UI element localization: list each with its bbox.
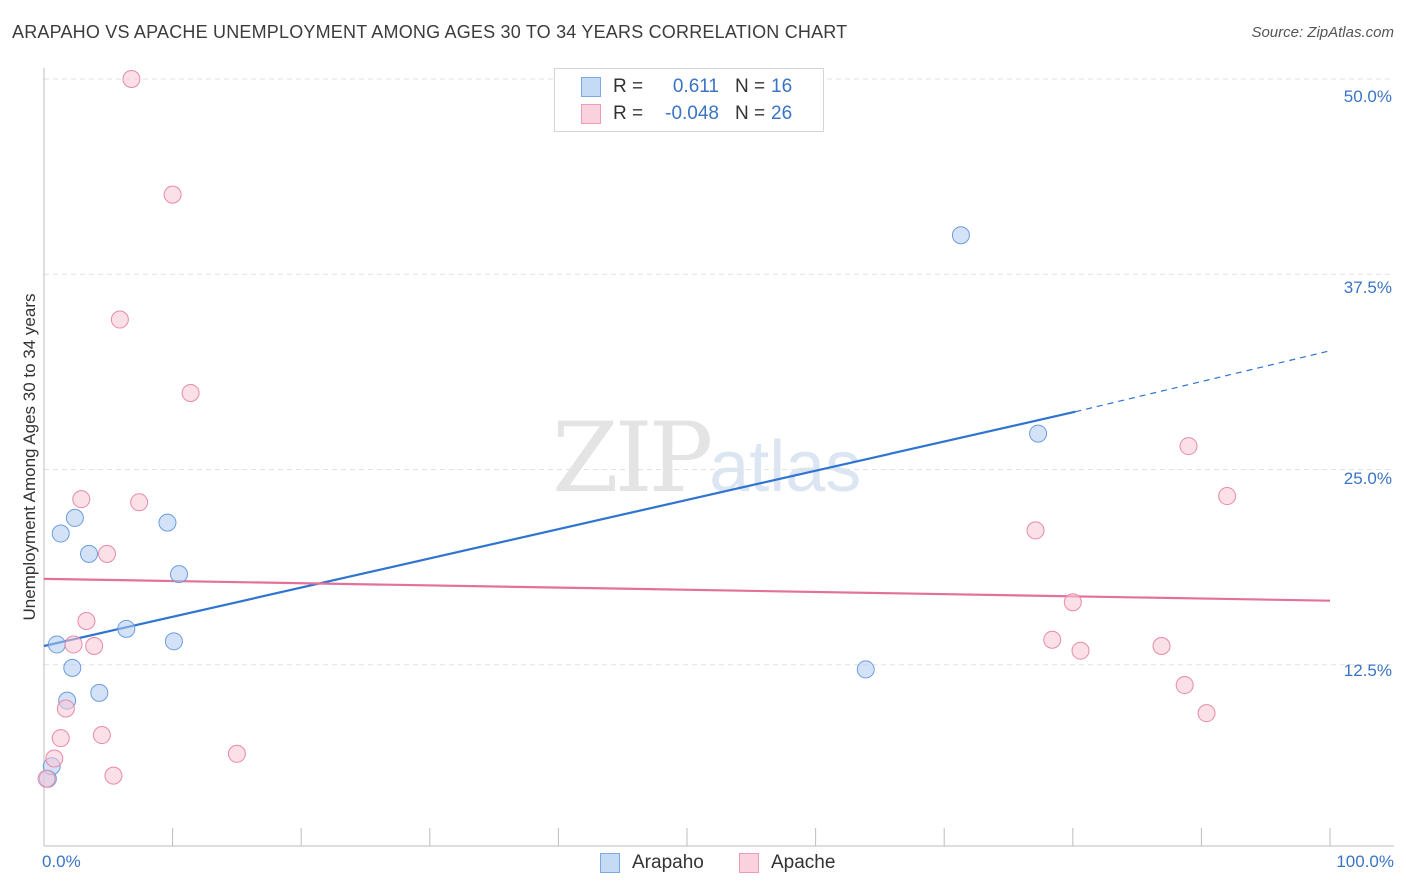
r-value: -0.048: [665, 103, 719, 124]
apache-point: [72, 490, 91, 509]
arapaho-trend-extension: [1075, 350, 1331, 413]
apache-point: [130, 493, 149, 512]
r-value: 0.611: [672, 76, 719, 97]
legend-row-apache: R = -0.048 N = 26: [555, 101, 823, 127]
apache-swatch: [739, 853, 759, 873]
apache-point: [163, 185, 182, 204]
apache-point: [1043, 630, 1062, 649]
gridlines: [44, 78, 1394, 666]
arapaho-point: [80, 544, 99, 563]
apache-point: [1175, 676, 1194, 695]
apache-trend-line: [43, 577, 1331, 602]
apache-point: [77, 612, 96, 631]
n-label: N =: [735, 76, 766, 97]
apache-point: [1197, 704, 1216, 723]
y-axis-label: Unemployment Among Ages 30 to 34 years: [20, 293, 39, 621]
y-tick-12-5: 12.5%: [1343, 661, 1392, 680]
axes: [43, 68, 1394, 847]
arapaho-trend-line: [43, 410, 1076, 648]
apache-point: [37, 769, 56, 788]
apache-point: [1152, 637, 1171, 656]
arapaho-point: [90, 683, 109, 702]
x-tick-max: 100.0%: [1336, 852, 1394, 871]
apache-point: [98, 544, 117, 563]
arapaho-point: [51, 524, 70, 543]
x-tick-min: 0.0%: [42, 852, 81, 871]
n-value: 16: [771, 76, 793, 97]
apache-point: [56, 699, 75, 718]
arapaho-point: [164, 632, 183, 651]
apache-point: [1063, 593, 1082, 612]
arapaho-swatch: [600, 853, 620, 873]
apache-point: [1071, 641, 1090, 660]
n-label: N =: [735, 103, 766, 124]
legend-label-apache: Apache: [771, 852, 836, 873]
correlation-legend: R = 0.611 N = 16 R = -0.048 N = 26: [554, 68, 824, 132]
arapaho-point: [1029, 424, 1048, 443]
apache-point: [181, 383, 200, 402]
arapaho-point: [856, 660, 875, 679]
apache-point: [1179, 437, 1198, 456]
arapaho-point: [63, 658, 82, 677]
apache-swatch: [581, 104, 601, 124]
apache-point: [122, 70, 141, 88]
arapaho-point: [951, 226, 970, 245]
apache-point: [64, 635, 83, 654]
arapaho-point: [170, 565, 189, 584]
apache-point: [104, 766, 123, 785]
source-credit: Source: ZipAtlas.com: [1251, 24, 1394, 41]
arapaho-swatch: [581, 77, 601, 97]
arapaho-point: [117, 619, 136, 638]
n-value: 26: [771, 103, 793, 124]
y-tick-25: 25.0%: [1343, 469, 1392, 488]
r-label: R =: [613, 103, 644, 124]
trend-lines: [43, 350, 1331, 648]
arapaho-point: [158, 513, 177, 532]
data-points: [37, 70, 1237, 788]
apache-point: [85, 637, 104, 656]
apache-point: [110, 310, 129, 329]
apache-point: [1026, 521, 1045, 540]
arapaho-point: [47, 635, 66, 654]
apache-point: [1218, 487, 1237, 506]
apache-point: [227, 744, 246, 763]
arapaho-point: [65, 508, 84, 527]
watermark-zip: ZIP: [552, 402, 713, 514]
legend-label-arapaho: Arapaho: [632, 852, 704, 873]
legend-row-arapaho: R = 0.611 N = 16: [555, 74, 823, 100]
apache-point: [92, 726, 111, 745]
y-tick-50: 50.0%: [1343, 87, 1392, 106]
r-label: R =: [613, 76, 644, 97]
apache-point: [45, 749, 64, 768]
apache-point: [51, 729, 70, 748]
chart-title: ARAPAHO VS APACHE UNEMPLOYMENT AMONG AGE…: [12, 22, 848, 42]
y-tick-37-5: 37.5%: [1343, 278, 1392, 297]
